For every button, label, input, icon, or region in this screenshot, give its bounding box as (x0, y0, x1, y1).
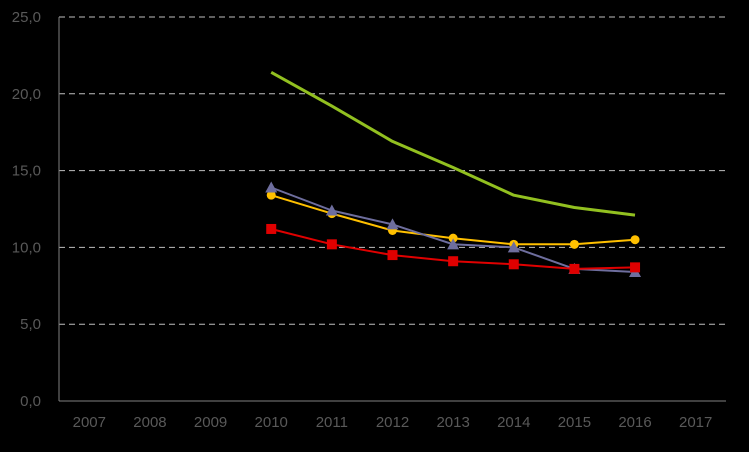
x-tick-label: 2009 (194, 414, 227, 431)
data-point (508, 259, 519, 270)
data-point (448, 256, 459, 267)
data-point (387, 250, 398, 261)
series-4 (266, 223, 641, 274)
data-point (266, 190, 276, 200)
data-point (630, 262, 641, 273)
axes (58, 17, 726, 402)
x-tick-label: 2014 (497, 414, 530, 431)
x-tick-label: 2016 (618, 414, 651, 431)
series-group (265, 70, 642, 277)
x-tick-label: 2012 (376, 414, 409, 431)
data-point (326, 239, 337, 250)
series-line (270, 70, 636, 217)
x-tick-label: 2010 (255, 414, 288, 431)
x-tick-label: 2007 (73, 414, 106, 431)
data-point (325, 204, 338, 216)
x-tick-label: 2017 (679, 414, 712, 431)
y-tick-label: 0,0 (20, 393, 41, 410)
series-1 (270, 70, 636, 217)
data-point (386, 218, 399, 230)
x-tick-label: 2011 (316, 414, 348, 431)
data-point (569, 239, 579, 249)
y-tick-label: 5,0 (20, 316, 41, 333)
y-tick-label: 15,0 (12, 163, 41, 180)
data-point (266, 223, 277, 234)
data-point (507, 241, 520, 253)
y-axis-tick-labels: 0,0 5,0 10,0 15,0 20,0 25,0 (12, 9, 41, 410)
data-point (448, 233, 458, 243)
y-tick-label: 20,0 (12, 86, 41, 103)
y-tick-label: 25,0 (12, 9, 41, 26)
x-tick-label: 2013 (436, 414, 469, 431)
data-point (569, 263, 580, 274)
data-point (265, 181, 278, 193)
x-axis-tick-labels: 2007 2008 2009 2010 2011 2012 2013 2014 2015 2016… (73, 414, 713, 431)
x-tick-label: 2008 (133, 414, 166, 431)
gridlines (59, 16, 726, 325)
x-tick-label: 2015 (558, 414, 591, 431)
y-tick-label: 10,0 (12, 239, 41, 256)
data-point (447, 238, 460, 250)
data-point (630, 235, 640, 245)
